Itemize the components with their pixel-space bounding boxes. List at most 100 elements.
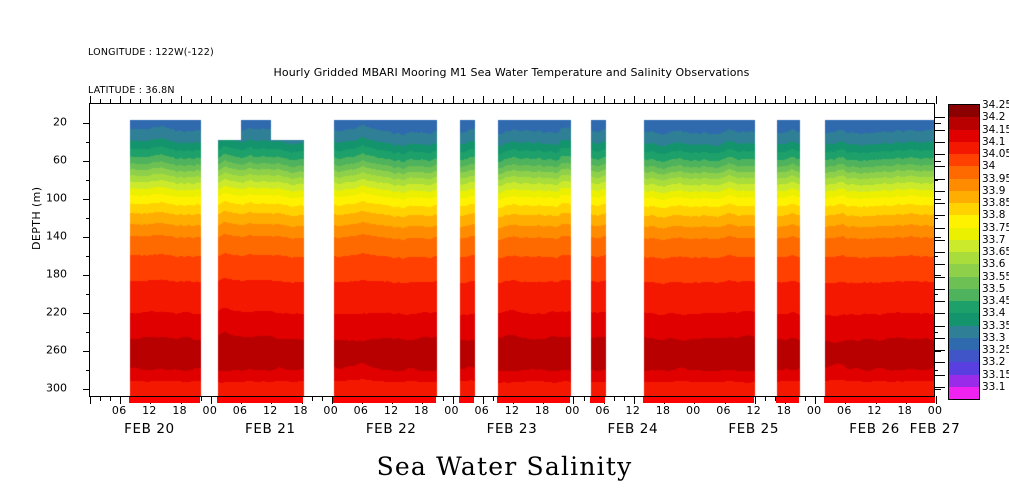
x-axis-tick-top (664, 96, 666, 104)
x-axis-hour-label: 06 (111, 404, 127, 417)
colorbar-label: 33.3 (982, 331, 1006, 344)
colorbar-tick (935, 129, 945, 131)
x-axis-tick-top (180, 96, 182, 104)
x-axis-tick-top (291, 99, 293, 104)
data-coverage-bar (824, 397, 935, 403)
data-coverage-bar (217, 397, 303, 403)
x-axis-tick-top (925, 99, 927, 104)
colorbar (948, 104, 980, 400)
data-coverage-bar (642, 397, 754, 403)
x-axis-tick-top (835, 99, 837, 104)
x-axis-hour-label: 18 (293, 404, 308, 417)
colorbar-tick (935, 276, 945, 278)
colorbar-tick (935, 203, 945, 204)
colorbar-band (949, 129, 979, 142)
x-axis-tick-top (492, 99, 494, 104)
colorbar-label: 33.2 (982, 356, 1006, 369)
y-axis-tick (83, 160, 90, 162)
chart-title: Hourly Gridded MBARI Mooring M1 Sea Wate… (0, 66, 1009, 79)
x-axis-hour-label: 00 (685, 404, 701, 417)
y-axis-label: 100 (46, 191, 67, 205)
x-axis-tick (120, 396, 122, 404)
y-axis-tick-right (934, 236, 941, 238)
x-axis-hour-label: 06 (595, 404, 610, 417)
x-axis-day-label: FEB 27 (909, 421, 961, 437)
x-axis-hour-label: 12 (625, 404, 641, 417)
x-axis-hour-label: 06 (474, 404, 490, 417)
x-axis-day-label: FEB 24 (607, 421, 659, 437)
y-axis-tick-right (934, 160, 941, 162)
colorbar-band (949, 215, 979, 228)
x-axis-tick-top (462, 99, 464, 104)
y-axis-tick (83, 236, 90, 238)
x-axis-tick-top (90, 96, 91, 104)
colorbar-tick (935, 264, 945, 266)
x-axis-tick (492, 396, 494, 401)
y-axis-label: 20 (53, 115, 67, 129)
x-axis-tick-top (120, 96, 122, 104)
x-axis-tick-top (684, 99, 686, 104)
colorbar-band (949, 227, 979, 240)
x-axis-tick-top (341, 99, 343, 104)
x-axis-tick-top (110, 99, 112, 104)
y-axis-tick-right (934, 350, 941, 352)
x-axis-tick-top (704, 99, 706, 104)
x-axis-hour-label: 00 (806, 404, 822, 417)
x-axis-tick-top (795, 99, 796, 104)
colorbar-tick (935, 252, 945, 253)
x-axis-tick-top (482, 96, 484, 104)
x-axis-hour-label: 18 (172, 404, 187, 417)
x-axis-tick-top (895, 99, 897, 104)
y-axis-tick (86, 255, 90, 257)
chart-title-text: Hourly Gridded MBARI Mooring M1 Sea Wate… (273, 66, 750, 79)
x-axis-tick-top (251, 99, 253, 104)
y-axis-tick (83, 388, 90, 390)
colorbar-tick (935, 227, 945, 229)
x-axis-tick-top (412, 99, 414, 104)
x-axis-hour-label: 00 (323, 404, 339, 417)
data-coverage-bar (496, 397, 570, 403)
x-axis-tick-top (382, 99, 384, 104)
colorbar-band (949, 178, 979, 191)
x-axis-tick-top (100, 99, 102, 104)
colorbar-label: 33.75 (982, 221, 1009, 234)
colorbar-band (949, 117, 979, 130)
y-axis-tick-right (934, 312, 941, 314)
x-axis-hour-label: 00 (444, 404, 459, 417)
x-axis-day-label: FEB 22 (365, 421, 417, 437)
x-axis-tick-top (210, 96, 212, 104)
x-axis-tick-top (311, 99, 313, 104)
x-axis-hour-label: 12 (262, 404, 278, 417)
y-axis-tick (83, 122, 90, 124)
x-axis-hour-label: 06 (837, 404, 852, 417)
x-axis-day-label: FEB 23 (486, 421, 538, 437)
x-axis-tick-top (855, 99, 857, 104)
x-axis-day-label: FEB 26 (849, 421, 900, 437)
x-axis-tick-top (502, 99, 504, 104)
y-axis-tick (86, 179, 90, 181)
x-axis-hour-label: 12 (867, 404, 882, 417)
colorbar-tick (935, 141, 945, 143)
colorbar-label: 33.9 (982, 184, 1006, 197)
x-axis-tick-top (231, 99, 232, 104)
x-axis-tick-top (774, 99, 776, 104)
colorbar-tick (935, 178, 945, 180)
x-axis-tick-top (694, 96, 696, 104)
y-axis-label: 220 (46, 305, 67, 319)
x-axis-hour-label: 00 (202, 404, 218, 417)
data-coverage-bar (459, 397, 475, 403)
colorbar-tick (935, 117, 945, 119)
y-axis-tick (86, 331, 90, 333)
x-axis-tick-top (533, 99, 535, 104)
x-axis-tick (633, 396, 635, 404)
colorbar-band (949, 239, 979, 252)
x-axis-tick-top (764, 99, 766, 104)
colorbar-label: 33.8 (982, 209, 1006, 222)
x-axis-tick (482, 396, 484, 404)
colorbar-band (949, 313, 979, 326)
colorbar-band (949, 105, 979, 118)
x-axis-tick (311, 396, 313, 401)
y-axis-label: 300 (46, 381, 67, 395)
x-axis-hour-label: 12 (746, 404, 762, 417)
x-axis-tick-top (714, 99, 716, 104)
